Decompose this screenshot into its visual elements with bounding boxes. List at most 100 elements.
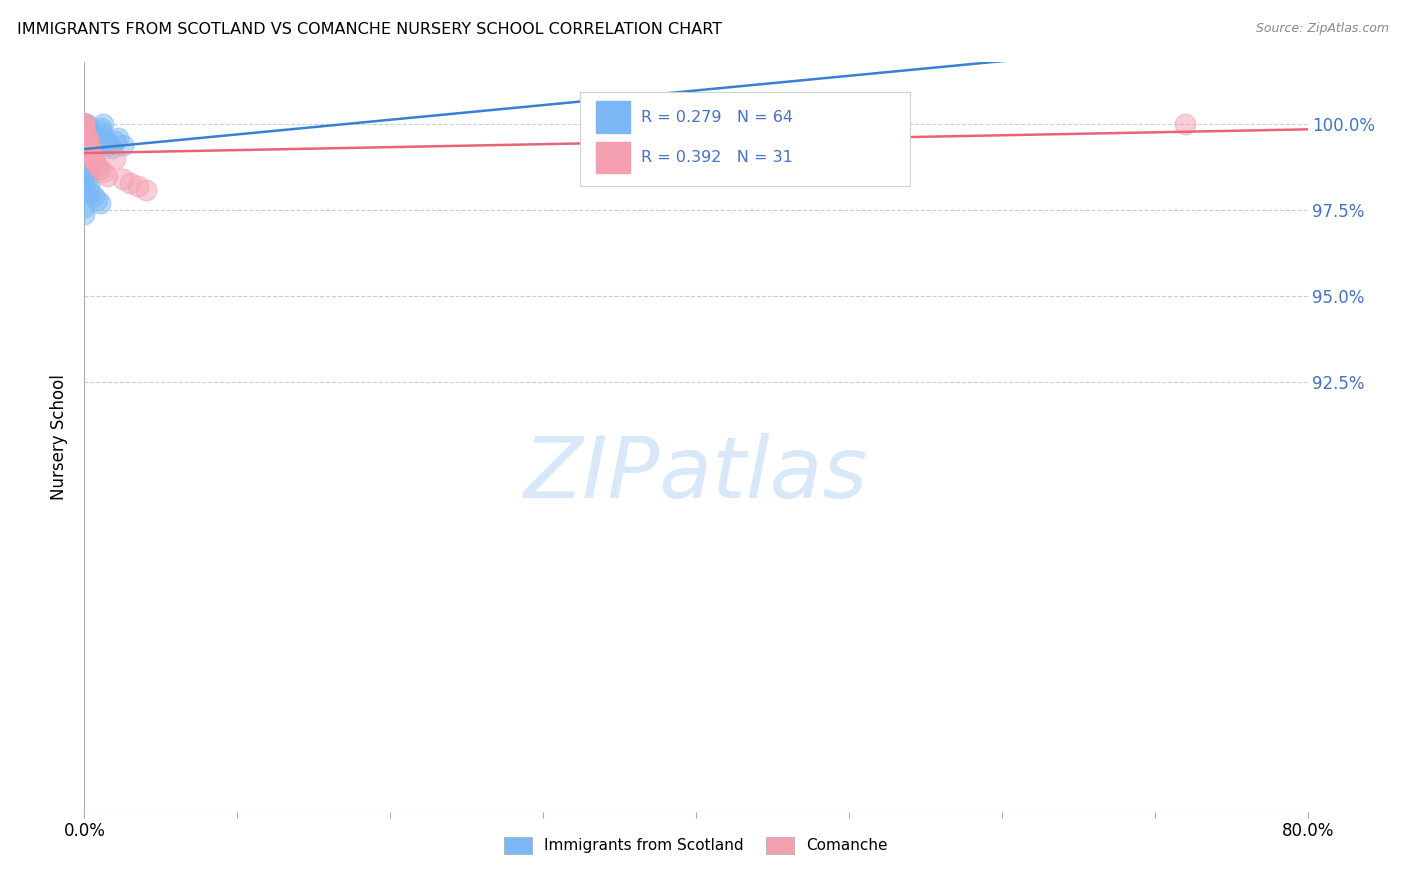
Point (73, 117, 96, 131)
Point (86, 131, 108, 145)
Point (93, 131, 115, 145)
Point (77, 135, 100, 149)
Point (77, 135, 100, 149)
Point (86, 193, 108, 207)
Point (76, 131, 98, 145)
Point (79, 141, 101, 155)
Point (96, 135, 118, 149)
Point (83, 137, 105, 152)
Point (91, 165, 114, 179)
Text: R = 0.279   N = 64: R = 0.279 N = 64 (641, 110, 793, 125)
Point (79, 141, 101, 155)
Point (1174, 117, 1197, 131)
Point (89, 124, 111, 138)
Point (73, 117, 96, 131)
Point (73, 117, 96, 131)
Point (73, 117, 96, 131)
Point (73, 155, 96, 169)
Point (73, 137, 96, 152)
Point (107, 131, 129, 145)
Point (73, 117, 96, 131)
Point (83, 189, 105, 203)
Point (76, 124, 98, 138)
Text: ZIPatlas: ZIPatlas (524, 433, 868, 516)
Point (73, 145, 96, 159)
Point (80, 148, 103, 162)
Point (77, 124, 100, 138)
Point (79, 128, 101, 142)
Point (87, 128, 110, 142)
Point (83, 152, 105, 166)
Bar (596, 142, 630, 173)
Point (73, 145, 96, 159)
Point (80, 159, 103, 173)
Point (73, 117, 96, 131)
Point (96, 169, 118, 183)
Point (73, 135, 96, 149)
Point (73, 117, 96, 131)
Point (76, 135, 98, 149)
Point (76, 165, 98, 179)
Point (79, 137, 101, 152)
Text: Source: ZipAtlas.com: Source: ZipAtlas.com (1256, 22, 1389, 36)
Point (135, 183, 157, 197)
Point (75, 161, 97, 176)
Point (80, 148, 103, 162)
Point (111, 172, 134, 186)
Point (127, 179, 149, 194)
Point (76, 117, 98, 131)
Point (73, 117, 96, 131)
Point (79, 141, 101, 155)
Point (79, 186, 101, 200)
Point (89, 161, 111, 176)
Text: IMMIGRANTS FROM SCOTLAND VS COMANCHE NURSERY SCHOOL CORRELATION CHART: IMMIGRANTS FROM SCOTLAND VS COMANCHE NUR… (17, 22, 723, 37)
Point (97, 137, 120, 152)
Point (73, 169, 96, 183)
Point (73, 176, 96, 190)
Point (73, 117, 96, 131)
Point (91, 117, 114, 131)
Text: R = 0.392   N = 31: R = 0.392 N = 31 (641, 150, 793, 165)
FancyBboxPatch shape (579, 93, 910, 186)
Point (83, 152, 105, 166)
Point (77, 120, 100, 135)
Point (120, 176, 142, 190)
Point (73, 124, 96, 138)
Point (73, 148, 96, 162)
Point (80, 131, 103, 145)
Point (73, 200, 96, 214)
Y-axis label: Nursery School: Nursery School (51, 374, 69, 500)
Point (89, 196, 111, 211)
Point (73, 128, 96, 142)
Point (73, 141, 96, 155)
Point (75, 128, 97, 142)
Point (73, 131, 96, 145)
Point (80, 145, 103, 159)
Point (77, 141, 100, 155)
Point (73, 117, 96, 131)
Point (77, 179, 100, 194)
Point (73, 117, 96, 131)
Point (73, 183, 96, 197)
Point (73, 117, 96, 131)
Point (104, 135, 127, 149)
Point (84, 135, 107, 149)
Point (80, 145, 103, 159)
Point (73, 117, 96, 131)
Point (73, 124, 96, 138)
Point (101, 141, 124, 155)
Point (84, 155, 107, 169)
Point (73, 152, 96, 166)
Point (73, 117, 96, 131)
Point (84, 155, 107, 169)
Point (76, 172, 98, 186)
Point (90, 120, 112, 135)
Point (77, 135, 100, 149)
Point (111, 137, 134, 152)
Point (104, 152, 127, 166)
Legend: Immigrants from Scotland, Comanche: Immigrants from Scotland, Comanche (498, 830, 894, 860)
Point (76, 131, 98, 145)
Point (73, 137, 96, 152)
Point (73, 207, 96, 221)
Point (75, 120, 97, 135)
